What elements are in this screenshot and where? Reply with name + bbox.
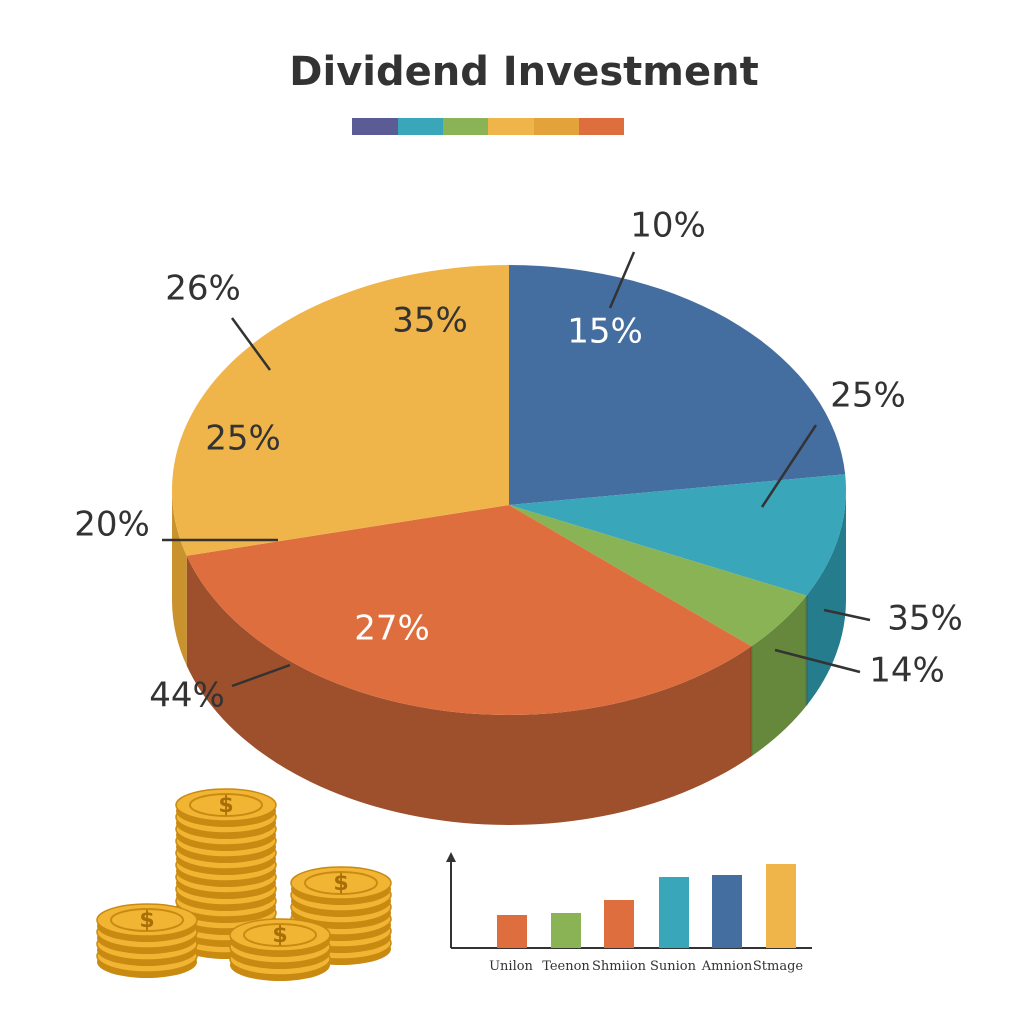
pie-slice xyxy=(509,265,846,505)
pie-slice xyxy=(509,505,807,647)
color-strip xyxy=(352,118,624,135)
coin-face xyxy=(243,923,317,947)
pie-label: 10% xyxy=(630,206,706,246)
pie-side xyxy=(806,490,846,706)
bar-category: Teenon xyxy=(542,959,590,974)
coin-face xyxy=(304,871,378,895)
pie-slice xyxy=(186,505,752,715)
coins: $ $ $ $ xyxy=(96,788,392,981)
pie-slice xyxy=(171,265,509,556)
pie-side xyxy=(172,490,187,666)
bar-category: Stmage xyxy=(753,959,804,974)
pie-label: 27% xyxy=(354,609,430,649)
coin-symbol: $ xyxy=(272,923,287,948)
coin-face xyxy=(110,908,184,932)
mini-bar-chart xyxy=(446,852,812,949)
pie-label: 35% xyxy=(887,599,963,639)
bar-category: Amnion xyxy=(701,959,753,974)
bar-category: Unilon xyxy=(489,959,533,974)
pie-label: 15% xyxy=(567,312,643,352)
coin-symbol: $ xyxy=(139,908,154,933)
bar-category: Sunion xyxy=(650,959,697,974)
pie-label: 44% xyxy=(149,676,225,716)
pie-label: 26% xyxy=(165,269,241,309)
pie-label: 35% xyxy=(392,301,468,341)
pie-label: 25% xyxy=(205,419,281,459)
pie-label: 25% xyxy=(830,376,906,416)
coin-symbol: $ xyxy=(218,793,233,818)
pie-labels: 10% 15% 25% 35% 14% 27% 44% 20% 25% 26% 35% xyxy=(74,206,963,716)
pie-label: 20% xyxy=(74,505,150,545)
pie-3d xyxy=(171,265,846,826)
pie-slice xyxy=(509,474,846,596)
pie-side xyxy=(751,595,807,757)
leader-lines xyxy=(162,251,871,688)
bar-category: Shmiion xyxy=(592,959,647,974)
coin-face xyxy=(189,793,263,817)
title: Dividend Investment xyxy=(289,49,758,95)
pie-label: 14% xyxy=(869,651,945,691)
coin-symbol: $ xyxy=(333,871,348,896)
bar-categories: Unilon Teenon Shmiion Sunion Amnion Stmage xyxy=(489,959,803,974)
pie-side xyxy=(186,555,752,826)
